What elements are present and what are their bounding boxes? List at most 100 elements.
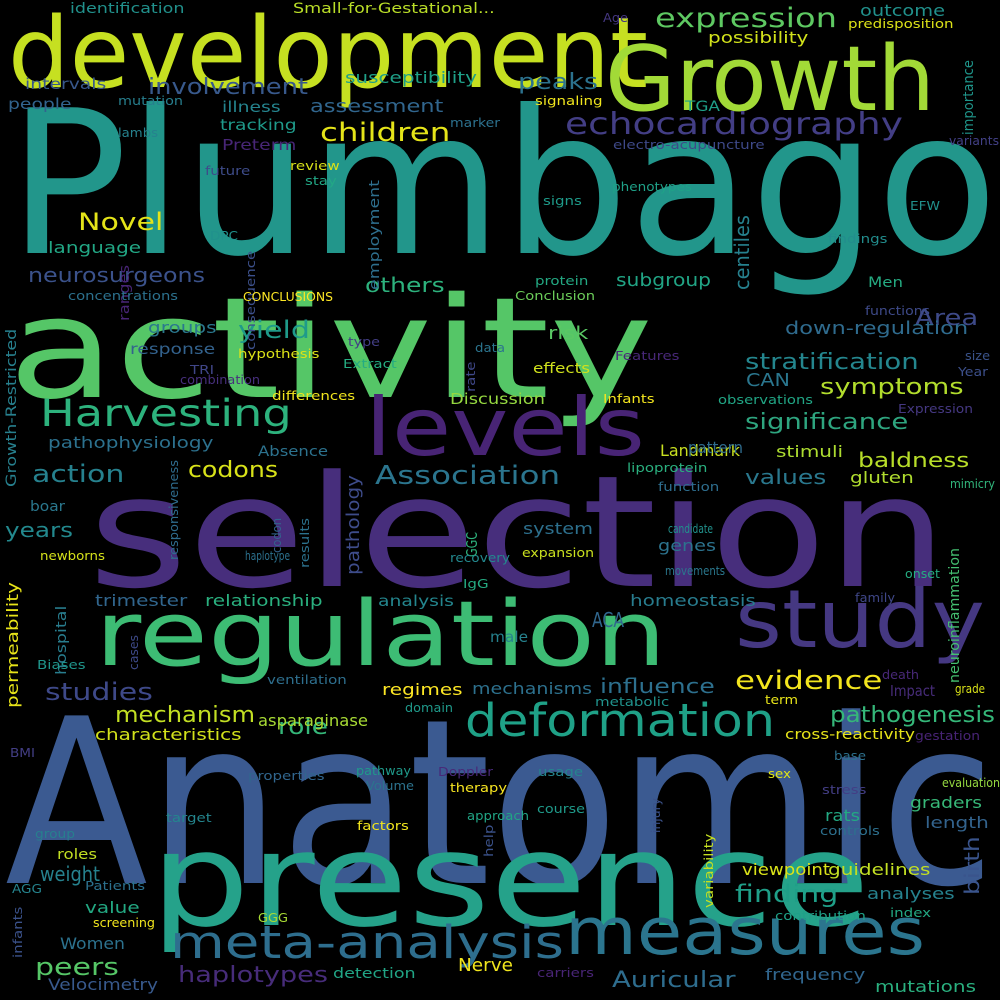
cloud-word: development [8,0,649,111]
cloud-word: haplotype [245,549,291,563]
cloud-word: Features [615,349,680,363]
cloud-word: ventilation [267,673,347,687]
cloud-word: down-regulation [785,318,969,339]
cloud-word: responsiveness [167,459,181,560]
cloud-word: therapy [450,781,508,795]
cloud-word: signs [543,194,582,208]
cloud-word: family [855,591,896,605]
cloud-word: assessment [310,96,444,117]
cloud-word: values [745,465,827,489]
cloud-word: Biases [37,658,86,672]
cloud-word: mutation [118,94,184,108]
cloud-word: gluten [850,468,914,487]
cloud-word: target [166,811,212,825]
cloud-word: response [130,340,216,358]
cloud-word: movements [665,564,726,578]
cloud-word: base [834,749,867,763]
cloud-word: course [537,802,586,816]
cloud-word: ACA [592,608,625,632]
cloud-word: meta-analysis [170,916,564,969]
cloud-word: haplotypes [178,963,329,988]
cloud-word: results [298,517,312,568]
cloud-word: observations [718,393,814,407]
cloud-word: detection [333,966,416,982]
cloud-word: infants [11,906,25,958]
cloud-word: roles [57,847,98,863]
cloud-word: levels [365,381,646,474]
cloud-word: subgroup [616,270,712,291]
cloud-word: influence [600,674,715,698]
cloud-word: characteristics [95,725,242,744]
cloud-word: finding [735,880,839,908]
cloud-word: mimicry [950,477,996,491]
cloud-word: recovery [450,551,511,565]
cloud-word: usage [538,765,584,779]
cloud-word: Infants [603,392,655,406]
cloud-word: pathogenesis [830,703,996,728]
cloud-word: pathophysiology [48,433,214,452]
cloud-word: Association [375,461,561,491]
cloud-word: boar [30,499,66,515]
cloud-word: Anatomic [5,671,996,938]
cloud-word: GGG [258,911,289,925]
cloud-word: functions [865,304,931,318]
cloud-word: activity [8,268,654,431]
cloud-word: Growth [605,27,936,132]
cloud-word: stress [822,783,867,797]
cloud-word: group [35,827,76,841]
cloud-word: susceptibility [345,68,477,87]
cloud-word: echocardiography [565,107,903,142]
cloud-word: identification [70,1,185,17]
cloud-word: Nerve [458,955,514,976]
cloud-word: expression [655,3,838,34]
cloud-word: evidence [735,666,883,696]
cloud-word: centiles [730,215,754,290]
cloud-word: screening [93,916,156,930]
cloud-word: data [475,341,506,355]
cloud-word: regulation [95,582,667,687]
cloud-word: type [348,335,381,349]
cloud-word: predisposition [848,17,954,31]
cloud-word: contribution [775,909,866,923]
cloud-word: children [320,118,451,148]
cloud-word: length [925,813,989,832]
cloud-word: size [965,349,991,363]
cloud-word: Discussion [450,390,546,408]
cloud-word: Harvesting [40,392,292,435]
cloud-word: involvement [148,75,309,100]
cloud-word: variants [949,134,1000,148]
cloud-word: system [523,519,593,538]
cloud-word: mechanisms [472,679,592,698]
cloud-word: Preterm [222,136,297,154]
cloud-word: cases [127,634,141,670]
cloud-word: genes [658,536,717,555]
cloud-word: homeostasis [630,591,756,610]
cloud-word: CONCLUSIONS [243,290,334,304]
cloud-word: Year [958,365,988,379]
cloud-word: phenotypes [612,180,693,194]
cloud-word: weight [40,862,101,886]
cloud-word: AGG [12,882,43,896]
cloud-word: BMI [10,746,35,760]
cloud-word: signaling [535,94,603,108]
cloud-word: hypothesis [238,347,320,361]
cloud-word: frequency [765,965,866,984]
cloud-word: graders [910,793,982,812]
cloud-word: death [882,668,920,682]
cloud-word: value [85,898,140,917]
cloud-word: candidate [668,522,714,536]
cloud-word: intervals [25,75,107,93]
cloud-word: studies [45,678,153,706]
cloud-word: factors [357,819,409,833]
cloud-word: people [8,95,72,113]
cloud-word: Conclusion [515,289,596,303]
cloud-word: analysis [378,592,454,610]
cloud-word: peers [35,953,119,981]
cloud-word: stay [305,174,337,188]
cloud-word: viewpoint [742,860,831,879]
cloud-word: controls [820,824,880,838]
cloud-word: combination [180,373,261,387]
cloud-word: importance [961,59,977,135]
cloud-word: newborns [40,549,106,563]
